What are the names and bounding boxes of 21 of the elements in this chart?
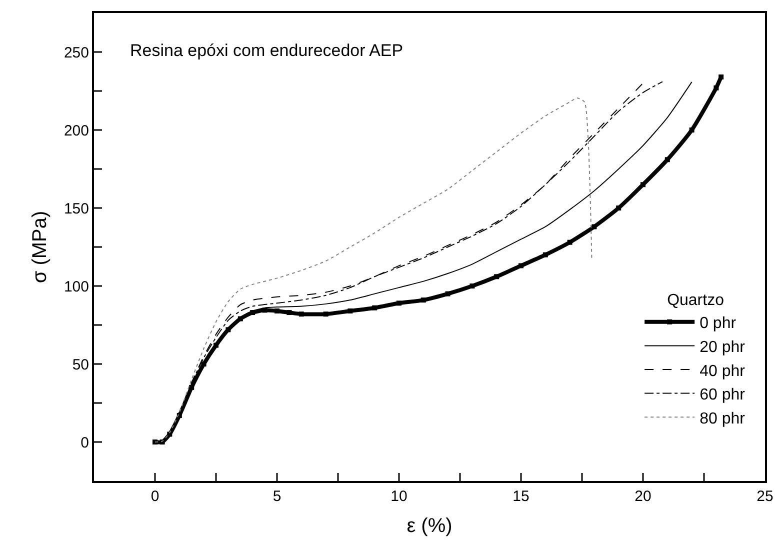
x-tick-label: 5 — [272, 488, 282, 505]
y-axis-title: σ (MPa) — [28, 210, 51, 284]
legend-label: 40 phr — [700, 362, 746, 380]
x-tick-label: 25 — [756, 488, 774, 505]
y-tick-label: 250 — [64, 44, 89, 62]
x-axis-title: ε (%) — [406, 515, 452, 537]
y-tick-label: 50 — [72, 356, 89, 374]
x-tick-label: 0 — [150, 488, 160, 505]
legend-label: 60 phr — [700, 386, 746, 404]
y-tick-label: 150 — [64, 200, 89, 218]
y-tick-label: 100 — [64, 278, 89, 296]
x-tick-label: 20 — [634, 488, 652, 505]
legend-title: Quartzo — [667, 292, 724, 309]
legend-label: 0 phr — [700, 315, 737, 332]
x-tick-label: 15 — [512, 488, 530, 505]
legend-label: 20 phr — [700, 338, 746, 356]
y-tick-label: 0 — [80, 434, 89, 452]
y-tick-label: 200 — [64, 122, 89, 140]
legend-label: 80 phr — [700, 410, 746, 428]
annotation: Resina epóxi com endurecedor AEP — [130, 41, 404, 60]
x-tick-label: 10 — [390, 488, 408, 505]
